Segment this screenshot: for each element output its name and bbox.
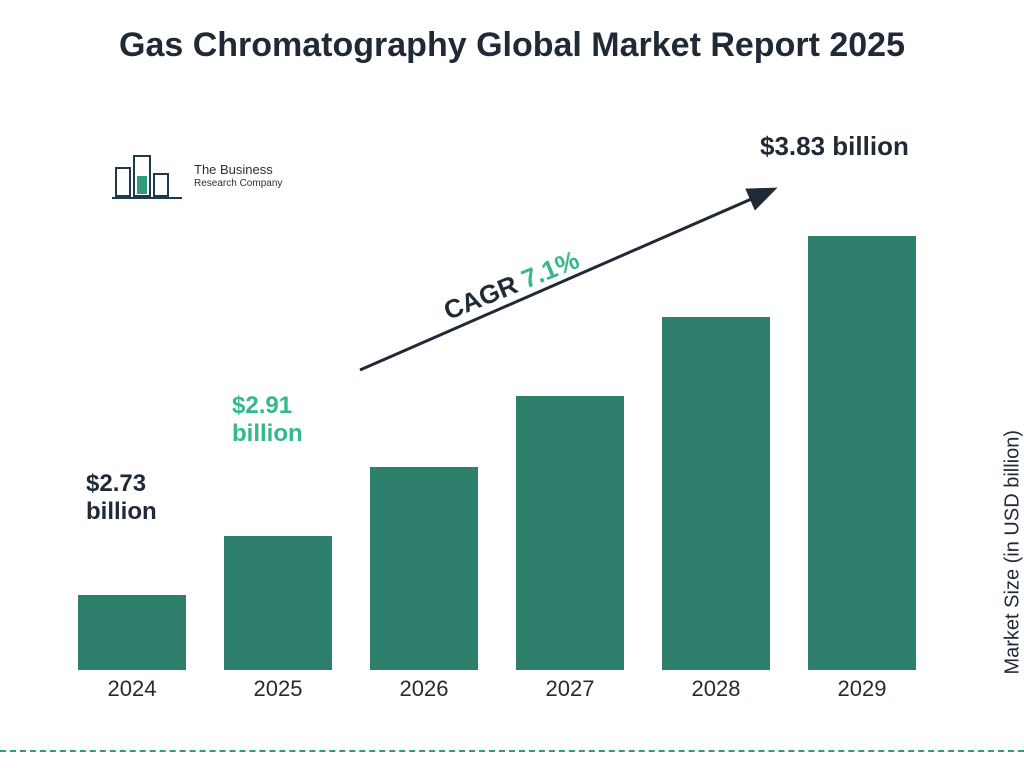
chart-bar (224, 536, 332, 670)
y-axis-label: Market Size (in USD billion) (1002, 430, 1024, 675)
footer-divider (0, 750, 1024, 752)
chart-bar (662, 317, 770, 670)
x-axis-tick-label: 2029 (838, 676, 887, 702)
x-axis-tick-label: 2027 (546, 676, 595, 702)
x-axis-tick-label: 2028 (692, 676, 741, 702)
x-axis-tick-label: 2024 (108, 676, 157, 702)
chart-bar (808, 236, 916, 670)
chart-title: Gas Chromatography Global Market Report … (0, 24, 1024, 67)
x-axis-tick-label: 2026 (400, 676, 449, 702)
bar-chart (78, 180, 938, 670)
chart-bar (516, 396, 624, 670)
chart-bar (370, 467, 478, 670)
x-axis-tick-label: 2025 (254, 676, 303, 702)
value-callout: $2.73 billion (86, 470, 157, 525)
value-callout: $3.83 billion (760, 132, 909, 162)
chart-bar (78, 595, 186, 670)
logo-line1: The Business (194, 163, 282, 178)
x-axis-labels: 2024 2025 2026 2027 2028 2029 (78, 676, 938, 706)
chart-plot (78, 180, 938, 670)
value-callout: $2.91 billion (232, 392, 303, 447)
